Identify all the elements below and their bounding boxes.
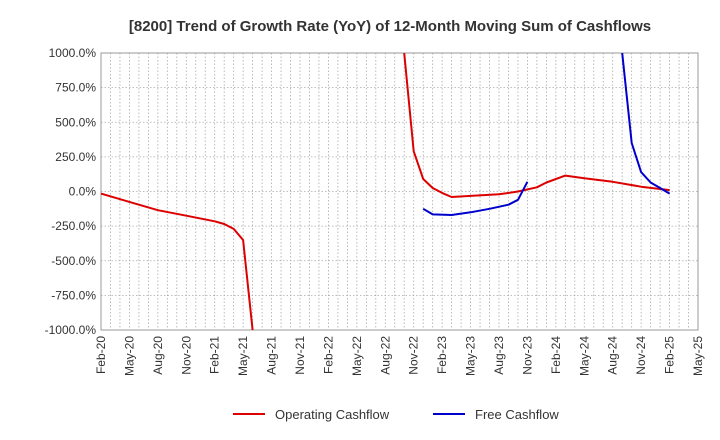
y-tick-label: 0.0% <box>69 185 97 199</box>
series-line-free-cashflow <box>422 181 529 216</box>
y-tick-label: -500.0% <box>51 254 96 268</box>
x-tick-label: Nov-23 <box>520 336 534 375</box>
x-tick-label: Feb-23 <box>435 336 449 374</box>
x-tick-label: Feb-21 <box>208 336 222 374</box>
x-tick-label: Feb-20 <box>94 336 108 374</box>
x-tick-label: Aug-23 <box>492 336 506 375</box>
series-line-operating-cashflow <box>101 192 254 330</box>
x-tick-label: Aug-20 <box>151 336 165 375</box>
x-tick-label: May-24 <box>577 336 591 376</box>
legend: Operating Cashflow Free Cashflow <box>233 407 559 422</box>
y-tick-label: -1000.0% <box>45 323 97 337</box>
y-axis-ticks: 1000.0% 750.0% 500.0% 250.0% 0.0% -250.0% -500… <box>45 46 97 337</box>
chart-title: [8200] Trend of Growth Rate (YoY) of 12-… <box>129 18 651 35</box>
x-tick-label: May-21 <box>236 336 250 376</box>
y-tick-label: -750.0% <box>51 288 96 302</box>
y-tick-label: 250.0% <box>55 150 96 164</box>
x-tick-label: Aug-22 <box>378 336 392 375</box>
y-tick-label: 1000.0% <box>49 46 97 60</box>
x-tick-label: May-22 <box>350 336 364 376</box>
y-tick-label: -250.0% <box>51 219 96 233</box>
x-tick-label: Aug-21 <box>265 336 279 375</box>
x-tick-label: Nov-21 <box>293 336 307 375</box>
x-tick-label: May-20 <box>122 336 136 376</box>
x-tick-label: Nov-24 <box>634 336 648 375</box>
x-tick-label: Aug-24 <box>606 336 620 375</box>
x-tick-label: Feb-25 <box>663 336 677 374</box>
series-line-free-cashflow <box>621 53 671 195</box>
grid-lines <box>100 52 699 331</box>
series-lines <box>101 53 671 330</box>
x-tick-label: Nov-20 <box>179 336 193 375</box>
y-tick-label: 750.0% <box>55 81 96 95</box>
legend-label: Operating Cashflow <box>275 407 390 422</box>
y-tick-label: 500.0% <box>55 115 96 129</box>
legend-label: Free Cashflow <box>475 407 559 422</box>
x-tick-label: Feb-24 <box>549 336 563 374</box>
x-tick-label: Nov-22 <box>407 336 421 375</box>
x-axis-ticks: Feb-20 May-20 Aug-20 Nov-20 Feb-21 May-21 Aug-… <box>94 336 705 376</box>
x-tick-label: Feb-22 <box>321 336 335 374</box>
x-tick-label: May-25 <box>691 336 705 376</box>
series-line-operating-cashflow <box>403 53 670 198</box>
x-tick-label: May-23 <box>464 336 478 376</box>
plot-area-frame <box>100 52 699 331</box>
